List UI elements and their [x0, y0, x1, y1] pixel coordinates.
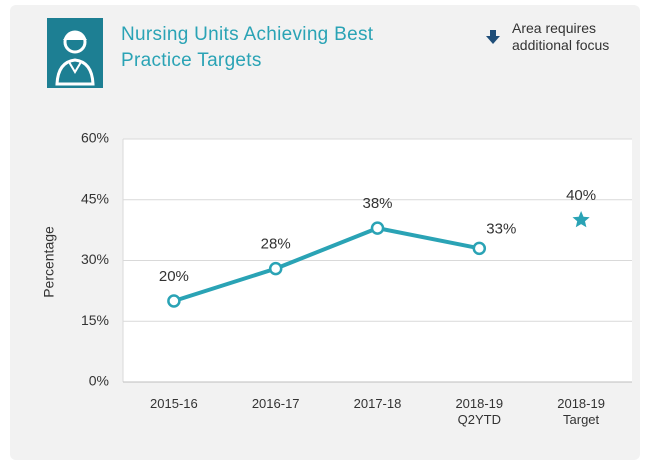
down-arrow-icon [486, 30, 500, 44]
y-tick-label: 0% [89, 373, 109, 389]
value-label: 33% [486, 220, 516, 237]
point-marker [472, 241, 487, 256]
value-label: 20% [159, 268, 189, 285]
y-tick-label: 60% [81, 130, 109, 146]
x-tick-label: 2016-17 [251, 396, 300, 411]
point-marker [167, 294, 181, 308]
chart-title: Nursing Units Achieving Best Practice Ta… [121, 24, 374, 71]
value-label: 28% [261, 236, 291, 253]
y-tick-label: 45% [81, 190, 109, 206]
y-tick-label: 30% [81, 251, 109, 267]
annotation: Area requires additional focus [512, 20, 610, 53]
series-line [173, 226, 480, 303]
value-label: 40% [566, 187, 596, 204]
target-star [572, 211, 590, 228]
point-marker [268, 261, 283, 276]
x-tick-label: 2018-19 Target [557, 396, 605, 427]
y-tick-label: 15% [81, 312, 109, 328]
x-tick-label: 2017-18 [353, 396, 402, 411]
y-axis-label: Percentage [41, 226, 57, 298]
nurse-icon [47, 18, 103, 88]
point-marker [370, 221, 385, 235]
x-tick-label: 2018-19 Q2YTD [455, 396, 504, 427]
x-tick-label: 2015-16 [150, 396, 198, 411]
value-label: 38% [362, 195, 392, 212]
